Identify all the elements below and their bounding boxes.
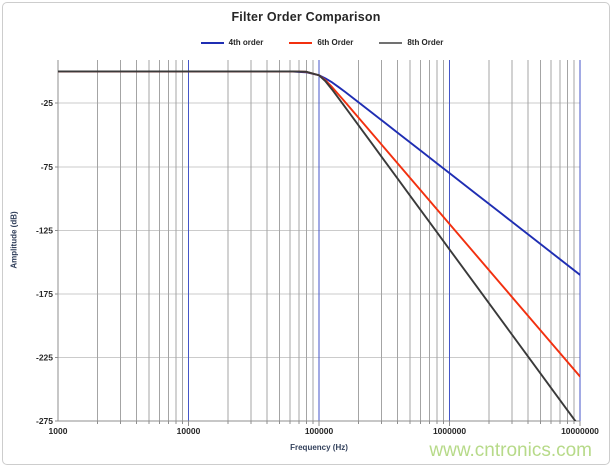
legend-item-4th-order: 4th order xyxy=(200,38,264,47)
x-tick-label: 10000000 xyxy=(561,426,599,436)
y-axis-title: Amplitude (dB) xyxy=(9,211,19,269)
chart-title: Filter Order Comparison xyxy=(231,10,381,24)
y-tick-label: -75 xyxy=(41,162,54,172)
legend: 4th order 6th Order 8th Order xyxy=(0,38,612,47)
legend-swatch xyxy=(289,41,313,44)
y-tick-label: -175 xyxy=(36,289,53,299)
legend-label: 8th Order xyxy=(407,38,444,47)
x-tick-label: 10000 xyxy=(177,426,201,436)
series-line-8th-order xyxy=(58,70,577,421)
y-tick-label: -25 xyxy=(41,98,54,108)
legend-item-8th-order: 8th Order xyxy=(379,38,443,47)
x-tick-label: 1000000 xyxy=(433,426,466,436)
legend-swatch xyxy=(379,41,403,44)
legend-label: 6th Order xyxy=(317,38,354,47)
y-tick-label: -125 xyxy=(36,225,53,235)
y-tick-label: -275 xyxy=(36,416,53,426)
legend-swatch xyxy=(200,41,224,44)
legend-label: 4th order xyxy=(228,38,264,47)
x-tick-label: 1000 xyxy=(49,426,68,436)
legend-item-6th-order: 6th Order xyxy=(289,38,353,47)
x-axis-title: Frequency (Hz) xyxy=(290,443,348,452)
x-tick-label: 100000 xyxy=(305,426,334,436)
watermark: www.cntronics.com xyxy=(429,440,592,461)
y-tick-label: -225 xyxy=(36,352,53,362)
